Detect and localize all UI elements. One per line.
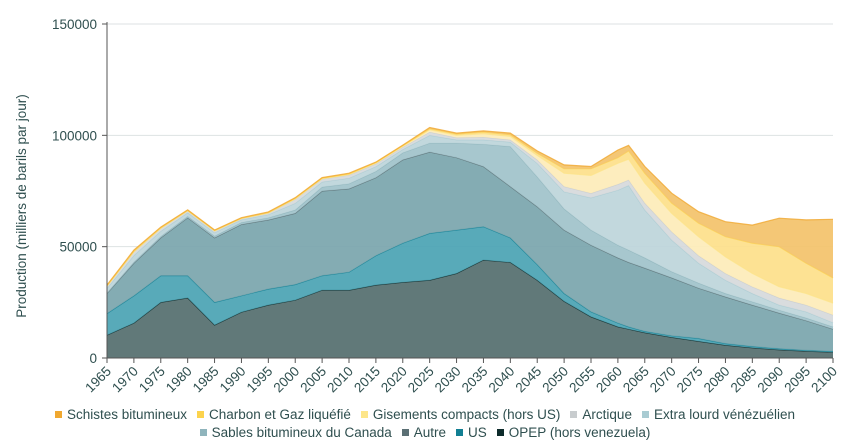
legend-label: Charbon et Gaz liquéfié: [209, 407, 351, 422]
series-areas: [106, 126, 834, 358]
legend-label: OPEP (hors venezuela): [508, 425, 651, 440]
y-tick-label: 150000: [52, 17, 97, 32]
legend-swatch: [456, 429, 464, 436]
area-8: [107, 127, 833, 286]
x-tick-label: 2000: [270, 364, 302, 396]
y-tick-label: 50000: [59, 240, 97, 255]
x-tick-label: 2080: [701, 364, 733, 396]
x-tick-label: 2050: [539, 364, 571, 396]
legend-label: Sables bitumineux du Canada: [211, 425, 392, 440]
series-line-8: [106, 126, 834, 286]
legend-row: Sables bitumineux du Canada Autre US OPEP (…: [0, 425, 850, 440]
legend-item[interactable]: Sables bitumineux du Canada: [199, 425, 392, 440]
legend-item[interactable]: Schistes bitumineux: [54, 407, 188, 422]
x-tick-label: 2045: [512, 364, 544, 396]
legend-swatch: [401, 429, 409, 436]
x-tick-label: 2070: [647, 364, 679, 396]
x-tick-label: 2085: [728, 364, 760, 396]
area-7: [107, 128, 833, 303]
legend-label: Extra lourd vénézuélien: [653, 407, 796, 422]
area-0: [107, 260, 833, 358]
legend-swatch: [641, 411, 649, 418]
x-tick-label: 1985: [190, 364, 222, 396]
y-axis-label: Production (milliers de barils par jour): [14, 94, 29, 318]
x-tick-label: 2040: [486, 364, 518, 396]
legend-item[interactable]: OPEP (hors venezuela): [496, 425, 651, 440]
legend-item[interactable]: Extra lourd vénézuélien: [641, 407, 796, 422]
x-tick-label: 2030: [432, 364, 464, 396]
legend-item[interactable]: Autre: [401, 425, 447, 440]
area-1: [107, 226, 833, 353]
x-tick-label: 1995: [244, 364, 276, 396]
legend-label: Autre: [413, 425, 447, 440]
legend-label: Gisements compacts (hors US): [372, 407, 561, 422]
x-tick-label: 1970: [109, 364, 141, 396]
legend-label: Arctique: [582, 407, 632, 422]
y-tick-label: 100000: [52, 128, 97, 143]
x-tick-label: 2025: [405, 364, 437, 396]
legend-swatch: [197, 411, 205, 418]
x-tick-label: 2090: [754, 364, 786, 396]
x-tick-label: 2065: [620, 364, 652, 396]
legend-item[interactable]: Arctique: [570, 407, 632, 422]
x-tick-label: 2020: [378, 364, 410, 396]
x-tick-label: 2100: [808, 364, 840, 396]
x-tick-label: 2055: [566, 364, 598, 396]
legend-item[interactable]: Gisements compacts (hors US): [360, 407, 561, 422]
x-tick-label: 2035: [459, 364, 491, 396]
legend-swatch: [496, 429, 504, 436]
legend-label: Schistes bitumineux: [66, 407, 188, 422]
x-tick-label: 1975: [136, 364, 168, 396]
legend-item[interactable]: US: [456, 425, 487, 440]
x-tick-label: 1965: [82, 364, 114, 396]
x-tick-label: 2015: [351, 364, 383, 396]
legend-label: US: [468, 425, 487, 440]
legend-row: Schistes bitumineux Charbon et Gaz liquéf…: [0, 407, 850, 422]
legend-swatch: [360, 411, 368, 418]
x-tick-label: 2060: [593, 364, 625, 396]
legend-swatch: [570, 411, 578, 418]
x-tick-label: 2075: [674, 364, 706, 396]
x-tick-label: 1980: [163, 364, 195, 396]
x-tick-label: 2005: [297, 364, 329, 396]
x-tick-label: 1990: [217, 364, 249, 396]
legend-swatch: [54, 411, 62, 418]
y-tick-label: 0: [89, 351, 97, 366]
x-tick-label: 2095: [781, 364, 813, 396]
legend-item[interactable]: Charbon et Gaz liquéfié: [197, 407, 351, 422]
x-tick-label: 2010: [324, 364, 356, 396]
area-2: [107, 152, 833, 352]
legend-swatch: [199, 429, 207, 436]
